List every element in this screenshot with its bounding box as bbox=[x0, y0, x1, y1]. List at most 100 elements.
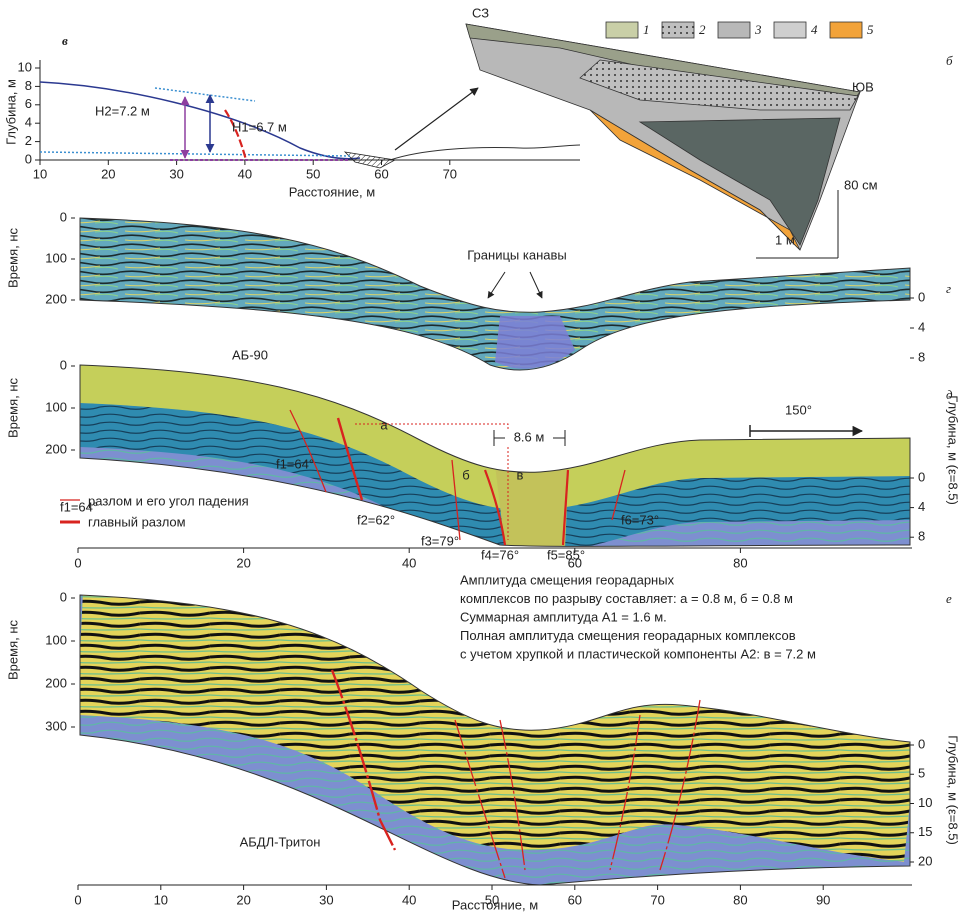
y-tick-label: 100 bbox=[45, 399, 67, 414]
x-tick-label: 0 bbox=[74, 892, 81, 907]
y-tick-label: 10 bbox=[18, 59, 32, 74]
panel-label: е bbox=[946, 591, 952, 606]
y-tick-label: 0 bbox=[60, 357, 67, 372]
fault-label: f5=85° bbox=[547, 547, 585, 562]
fault-label: f6=73° bbox=[621, 512, 659, 527]
pointer-arrow bbox=[395, 88, 478, 150]
ditch-fill bbox=[495, 316, 575, 369]
pointer-arrow bbox=[488, 272, 505, 298]
x-tick-label: 70 bbox=[650, 892, 664, 907]
y-tick-label: 0 bbox=[60, 589, 67, 604]
note-line: Амплитуда смещения георадарных bbox=[460, 572, 675, 587]
x-tick-label: 10 bbox=[154, 892, 168, 907]
y2-tick-label: 4 bbox=[918, 499, 925, 514]
legend-swatch bbox=[830, 22, 862, 38]
fault-label: f2=62° bbox=[357, 512, 395, 527]
legend-label: 1 bbox=[643, 22, 650, 37]
radargram bbox=[78, 360, 912, 550]
y-tick-label: 6 bbox=[25, 96, 32, 111]
fault-label: f1=64° bbox=[276, 456, 314, 471]
x-tick-label: 40 bbox=[402, 555, 416, 570]
y-tick-label: 100 bbox=[45, 632, 67, 647]
note-line: с учетом хрупкой и пластической компонен… bbox=[460, 646, 816, 661]
panel-label: в bbox=[62, 33, 68, 48]
legend-label: 4 bbox=[811, 22, 818, 37]
x-tick-label: 60 bbox=[568, 892, 582, 907]
x-tick-label: 30 bbox=[319, 892, 333, 907]
legend-label: 2 bbox=[699, 22, 706, 37]
legend-swatch bbox=[774, 22, 806, 38]
note-line: Полная амплитуда смещения георадарных ко… bbox=[460, 628, 796, 643]
block-label: а bbox=[380, 417, 388, 432]
pointer-arrow bbox=[530, 272, 542, 298]
guide-line bbox=[155, 88, 255, 101]
section-label: ЮВ bbox=[852, 79, 874, 94]
y-tick-label: 200 bbox=[45, 441, 67, 456]
scale-label: 80 см bbox=[844, 177, 878, 192]
y-axis-label: Время, нс bbox=[5, 377, 20, 438]
profile-line bbox=[390, 145, 580, 160]
y-tick-label: 8 bbox=[25, 78, 32, 93]
y-tick-label: 300 bbox=[45, 718, 67, 733]
y-tick-label: 0 bbox=[60, 209, 67, 224]
legend-label: 5 bbox=[867, 22, 874, 37]
annotation: 8.6 м bbox=[514, 429, 545, 444]
panel-label: б bbox=[946, 53, 953, 68]
legend-label: 3 bbox=[754, 22, 762, 37]
x-tick-label: 0 bbox=[74, 555, 81, 570]
annotation: 150° bbox=[785, 402, 812, 417]
y-tick-label: 2 bbox=[25, 133, 32, 148]
x-tick-label: 80 bbox=[733, 892, 747, 907]
x-axis-label: Расстояние, м bbox=[289, 184, 375, 199]
x-tick-label: 40 bbox=[402, 892, 416, 907]
note-line: комплексов по разрыву составляет: а = 0.… bbox=[460, 591, 793, 606]
block-label: б bbox=[462, 467, 469, 482]
y-axis-label: Время, нс bbox=[5, 227, 20, 288]
block-label: в bbox=[517, 467, 524, 482]
y2-tick-label: 0 bbox=[918, 469, 925, 484]
x-tick-label: 50 bbox=[306, 166, 320, 181]
panel-label: г bbox=[946, 281, 951, 296]
fault-label: f4=76° bbox=[481, 547, 519, 562]
annotation: H1=6.7 м bbox=[232, 119, 287, 134]
x-tick-label: 60 bbox=[374, 166, 388, 181]
annotation: H2=7.2 м bbox=[95, 103, 150, 118]
annotation: Границы канавы bbox=[467, 247, 566, 262]
x-tick-label: 80 bbox=[733, 555, 747, 570]
note-line: Суммарная амплитуда A1 = 1.6 м. bbox=[460, 609, 667, 624]
y2-tick-label: 15 bbox=[918, 824, 932, 839]
x-tick-label: 90 bbox=[816, 892, 830, 907]
section-label: СЗ bbox=[472, 5, 489, 20]
y2-tick-label: 8 bbox=[918, 349, 925, 364]
scale-label: 1 м bbox=[775, 232, 795, 247]
profile-name: АБДЛ-Тритон bbox=[240, 834, 321, 849]
y2-tick-label: 8 bbox=[918, 529, 925, 544]
y-tick-label: 0 bbox=[25, 151, 32, 166]
profile-name: АБ-90 bbox=[232, 347, 268, 362]
y-tick-label: 4 bbox=[25, 115, 32, 130]
y-tick-label: 100 bbox=[45, 250, 67, 265]
x-tick-label: 70 bbox=[443, 166, 457, 181]
legend-swatch bbox=[606, 22, 638, 38]
legend-swatch bbox=[718, 22, 750, 38]
x-tick-label: 30 bbox=[169, 166, 183, 181]
y2-axis-label: Глубина, м (ε=8.5) bbox=[946, 395, 961, 505]
figure: вбгде102030405060700246810Глубина, мРасс… bbox=[0, 0, 974, 915]
x-tick-label: 20 bbox=[101, 166, 115, 181]
y2-tick-label: 5 bbox=[918, 766, 925, 781]
y2-tick-label: 0 bbox=[918, 289, 925, 304]
legend-label: главный разлом bbox=[88, 514, 186, 529]
y2-axis-label: Глубина, м (ε=8.5) bbox=[946, 735, 961, 845]
x-axis-label: Расстояние, м bbox=[452, 897, 538, 912]
x-tick-label: 20 bbox=[236, 555, 250, 570]
fault-label: f3=79° bbox=[421, 533, 459, 548]
y2-tick-label: 0 bbox=[918, 736, 925, 751]
guide-line bbox=[40, 152, 350, 156]
x-tick-label: 20 bbox=[236, 892, 250, 907]
y2-tick-label: 10 bbox=[918, 795, 932, 810]
y-tick-label: 200 bbox=[45, 675, 67, 690]
y-axis-label: Время, нс bbox=[5, 619, 20, 680]
x-tick-label: 10 bbox=[33, 166, 47, 181]
y2-tick-label: 4 bbox=[918, 319, 925, 334]
legend-label: разлом и его угол падения bbox=[88, 493, 249, 508]
